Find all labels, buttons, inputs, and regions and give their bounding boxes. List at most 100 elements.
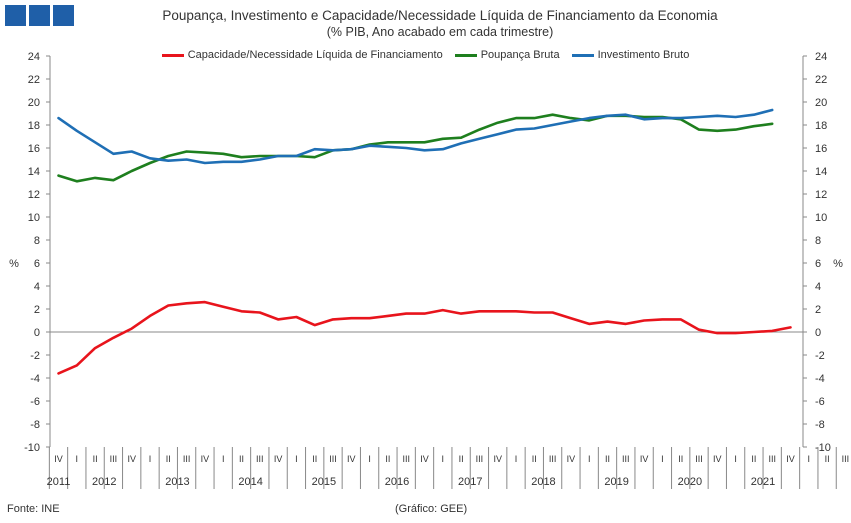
year-label: 2015 — [312, 476, 336, 488]
y-tick-label-right: -2 — [815, 350, 825, 362]
y-tick-label-left: 6 — [34, 258, 40, 270]
y-tick-label-right: 0 — [815, 327, 821, 339]
y-tick-label-left: 8 — [34, 235, 40, 247]
y-tick-label-left: -6 — [30, 396, 40, 408]
source-note: Fonte: INE — [7, 503, 60, 515]
y-tick-label-left: 10 — [28, 212, 40, 224]
y-tick-label-left: -2 — [30, 350, 40, 362]
quarter-label: IV — [54, 454, 63, 464]
legend-item: Poupança Bruta — [454, 49, 560, 61]
credit-note: (Gráfico: GEE) — [395, 503, 468, 515]
quarter-label: II — [459, 454, 464, 464]
y-tick-label-left: 18 — [28, 120, 40, 132]
quarter-label: II — [385, 454, 390, 464]
y-tick-label-left: 14 — [28, 166, 40, 178]
quarter-label: I — [734, 454, 737, 464]
year-label: 2014 — [238, 476, 262, 488]
quarter-label: III — [183, 454, 191, 464]
y-tick-label-right: -4 — [815, 373, 825, 385]
logo-square — [53, 5, 74, 26]
quarter-label: II — [825, 454, 830, 464]
y-tick-label-left: 0 — [34, 327, 40, 339]
y-axis-label-left: % — [9, 258, 19, 270]
year-label: 2017 — [458, 476, 482, 488]
quarter-label: I — [149, 454, 152, 464]
quarter-label: I — [661, 454, 664, 464]
y-tick-label-right: 16 — [815, 143, 827, 155]
y-tick-label-left: 4 — [34, 281, 40, 293]
y-tick-label-right: 2 — [815, 304, 821, 316]
series-line-poupan-a-bruta — [57, 113, 774, 183]
y-tick-label-right: 12 — [815, 189, 827, 201]
quarter-label: III — [256, 454, 264, 464]
y-tick-label-right: 18 — [815, 120, 827, 132]
chart-title: Poupança, Investimento e Capacidade/Nece… — [162, 8, 718, 23]
legend-swatch — [571, 53, 594, 57]
year-label: 2011 — [47, 476, 71, 488]
year-label: 2016 — [385, 476, 409, 488]
y-tick-label-left: -8 — [30, 419, 40, 431]
year-label: 2021 — [751, 476, 775, 488]
quarter-label: IV — [713, 454, 722, 464]
logo-square — [29, 5, 50, 26]
quarter-label: I — [442, 454, 445, 464]
quarter-label: II — [678, 454, 683, 464]
quarter-label: III — [402, 454, 410, 464]
year-label: 2012 — [92, 476, 116, 488]
y-tick-label-right: 14 — [815, 166, 827, 178]
y-tick-label-right: 22 — [815, 74, 827, 86]
y-tick-label-right: -6 — [815, 396, 825, 408]
legend-swatch — [161, 53, 184, 57]
quarter-label: III — [842, 454, 850, 464]
legend: Capacidade/Necessidade Líquida de Financ… — [0, 49, 851, 61]
legend-label: Investimento Bruto — [597, 49, 690, 61]
y-tick-label-right: -10 — [815, 442, 831, 454]
quarter-label: III — [329, 454, 337, 464]
quarter-label: IV — [127, 454, 136, 464]
legend-item: Investimento Bruto — [571, 49, 690, 61]
quarter-label: II — [93, 454, 98, 464]
quarter-label: IV — [493, 454, 502, 464]
quarter-label: II — [239, 454, 244, 464]
y-axis-label-right: % — [833, 258, 843, 270]
quarter-label: I — [515, 454, 518, 464]
quarter-label: I — [808, 454, 811, 464]
quarter-label: II — [751, 454, 756, 464]
quarter-label: IV — [567, 454, 576, 464]
quarter-label: IV — [420, 454, 429, 464]
legend-swatch — [454, 53, 477, 57]
quarter-label: III — [476, 454, 484, 464]
quarter-label: IV — [786, 454, 795, 464]
year-label: 2013 — [165, 476, 189, 488]
y-tick-label-left: 2 — [34, 304, 40, 316]
quarter-label: II — [312, 454, 317, 464]
legend-label: Poupança Bruta — [480, 49, 560, 61]
year-label: 2020 — [678, 476, 702, 488]
logo-square — [5, 5, 26, 26]
y-tick-label-left: 12 — [28, 189, 40, 201]
quarter-label: III — [695, 454, 703, 464]
legend-item: Capacidade/Necessidade Líquida de Financ… — [161, 49, 443, 61]
quarter-label: I — [588, 454, 591, 464]
quarter-label: II — [532, 454, 537, 464]
y-tick-label-left: -4 — [30, 373, 40, 385]
y-tick-label-right: 10 — [815, 212, 827, 224]
y-tick-label-left: 24 — [28, 51, 40, 63]
y-tick-label-left: 20 — [28, 97, 40, 109]
quarter-label: III — [622, 454, 630, 464]
quarter-label: I — [368, 454, 371, 464]
y-tick-label-right: 20 — [815, 97, 827, 109]
series-line-investimento-bruto — [57, 108, 774, 165]
y-tick-label-left: 16 — [28, 143, 40, 155]
y-tick-label-right: 8 — [815, 235, 821, 247]
y-tick-label-right: 24 — [815, 51, 827, 63]
series-line-capacidade-necessidade-l-quida-de-financiamento — [57, 300, 792, 375]
year-label: 2019 — [604, 476, 628, 488]
y-tick-label-right: 4 — [815, 281, 821, 293]
y-tick-label-left: -10 — [24, 442, 40, 454]
y-tick-label-right: -8 — [815, 419, 825, 431]
quarter-label: III — [768, 454, 776, 464]
quarter-label: IV — [347, 454, 356, 464]
quarter-label: IV — [274, 454, 283, 464]
